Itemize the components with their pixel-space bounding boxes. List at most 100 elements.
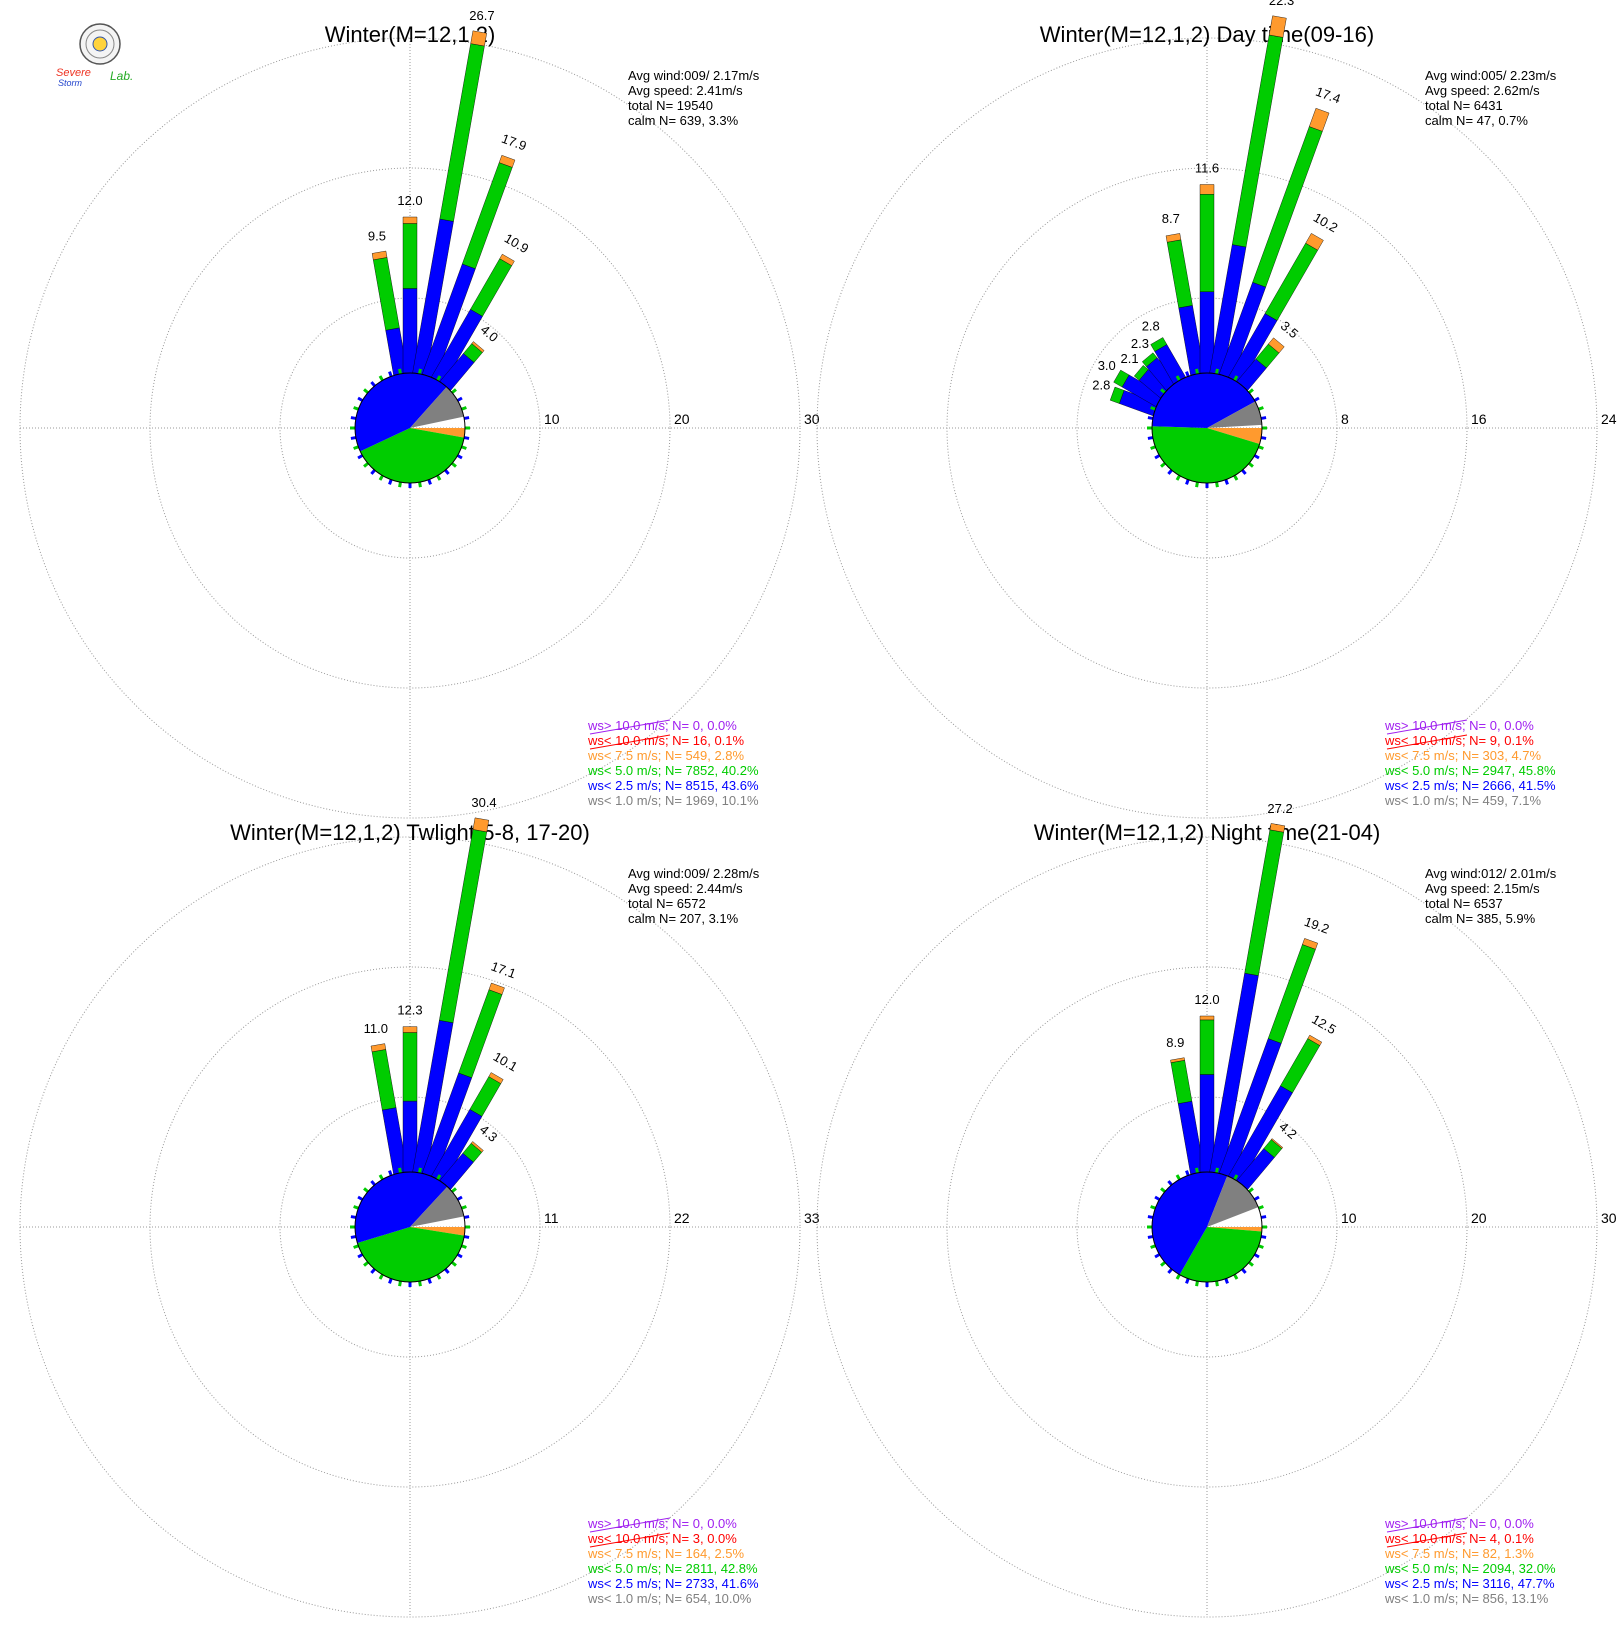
pie-slice-gray (1207, 1175, 1259, 1227)
spoke-segment-orange (402, 1026, 418, 1033)
legend-strike (1386, 734, 1468, 750)
edge-tick (1215, 1167, 1219, 1174)
edge-tick (444, 1268, 450, 1274)
edge-tick (1150, 1205, 1156, 1210)
legend-entry: ws< 10.0 m/s; N= 3, 0.0% (587, 1531, 737, 1546)
edge-tick (436, 1273, 442, 1280)
chart-title: Winter(M=12,1,2) Day time(09-16) (1040, 22, 1374, 47)
spoke-bar: 26.7 (412, 8, 495, 376)
spoke-bar: 12.0 (397, 193, 423, 374)
spoke-total-label: 8.7 (1162, 211, 1180, 226)
pie-outline (354, 1171, 466, 1283)
edge-tick (363, 1187, 369, 1193)
edge-tick (388, 1278, 393, 1284)
edge-tick (1175, 375, 1181, 382)
edge-tick (461, 1205, 467, 1210)
spoke-segment-green (1280, 1038, 1321, 1094)
edge-tick (1260, 416, 1267, 420)
spoke-segment-orange (402, 216, 418, 224)
spoke-segment-orange (370, 1043, 387, 1053)
stats-total: total N= 6572 (628, 896, 706, 911)
edge-tick (398, 481, 402, 488)
edge-tick (451, 388, 457, 394)
spoke-segment-orange (488, 982, 505, 995)
chart-title: Winter(M=12,1,2) Twlight(5-8, 17-20) (230, 820, 590, 845)
edge-tick (398, 1167, 402, 1174)
edge-tick (444, 1180, 450, 1186)
spoke-total-label: 4.2 (1276, 1119, 1299, 1142)
center-pie (1151, 1171, 1263, 1283)
spoke-segment-green (461, 162, 513, 270)
windrose-panel-1: 10 20 30 Winter(M=12,1,2) Avg wind:009/ 2.17… (19, 8, 820, 819)
edge-tick (1233, 1174, 1239, 1181)
edge-tick (1260, 1235, 1267, 1239)
spoke-bar: 30.4 (412, 795, 497, 1175)
spoke-segment-orange (470, 1141, 484, 1153)
legend-strike (589, 1517, 671, 1533)
spoke-total-label: 17.1 (489, 959, 518, 982)
legend-strike (1386, 1532, 1468, 1548)
legend-entry: ws< 10.0 m/s; N= 4, 0.1% (1384, 1531, 1534, 1546)
edge-tick (1160, 462, 1166, 468)
edge-tick (1258, 445, 1264, 450)
spoke-segment-orange (472, 817, 490, 833)
spoke-bar: 27.2 (1209, 801, 1293, 1175)
pie-outline (1151, 1171, 1263, 1283)
legend-entry: ws< 10.0 m/s; N= 16, 0.1% (587, 733, 745, 748)
spoke-segment-green (1267, 944, 1316, 1044)
edge-tick (463, 1235, 470, 1239)
edge-tick (1185, 1278, 1190, 1284)
ring-label: 30 (804, 411, 820, 427)
edge-tick (363, 388, 369, 394)
edge-tick (451, 1261, 457, 1267)
spoke-segment-orange (471, 341, 485, 353)
spoke-segment-orange (470, 30, 487, 47)
legend-strike (1386, 1517, 1468, 1533)
edge-tick (370, 469, 376, 475)
spoke-bar: 12.3 (397, 1003, 423, 1173)
spoke-total-label: 17.4 (1314, 84, 1343, 107)
edge-tick (436, 1174, 442, 1181)
edge-tick (1260, 1215, 1267, 1219)
pie-slice-blue (354, 1172, 448, 1244)
edge-tick (1147, 436, 1154, 440)
legend-strike (1386, 719, 1468, 735)
edge-tick (1253, 1253, 1260, 1259)
legend-entry: ws< 5.0 m/s; N= 7852, 40.2% (587, 763, 759, 778)
spoke-segment-orange (1165, 233, 1182, 243)
edge-tick (1160, 388, 1166, 394)
legend-entry: ws> 10.0 m/s; N= 0, 0.0% (587, 718, 737, 733)
edge-tick (427, 1170, 432, 1176)
edge-tick (456, 1195, 463, 1201)
pie-slice-gray (410, 1186, 464, 1227)
legend-entry: ws> 10.0 m/s; N= 0, 0.0% (1384, 718, 1534, 733)
edge-tick (1241, 1268, 1247, 1274)
stats-total: total N= 6537 (1425, 896, 1503, 911)
spoke-bar: 12.0 (1194, 992, 1220, 1173)
logo-text-lab: Lab. (110, 69, 133, 83)
spoke-segment-green (1113, 369, 1130, 388)
edge-tick (363, 462, 369, 468)
edge-tick (353, 406, 359, 411)
ring-label: 20 (1471, 1210, 1487, 1226)
edge-tick (378, 474, 384, 481)
spoke-bar: 11.0 (364, 1021, 408, 1175)
edge-tick (378, 375, 384, 382)
legend-entry: ws< 1.0 m/s; N= 856, 13.1% (1384, 1591, 1549, 1606)
spoke-total-label: 27.2 (1267, 801, 1292, 816)
stats-total: total N= 19540 (628, 98, 713, 113)
pie-slice-blue (1152, 1172, 1228, 1275)
stats-avg-speed: Avg speed: 2.41m/s (628, 83, 743, 98)
spoke-segment-green (1244, 829, 1284, 976)
edge-tick (388, 371, 393, 377)
edge-tick (353, 1205, 359, 1210)
spoke-total-label: 4.0 (478, 322, 501, 345)
edge-tick (427, 479, 432, 485)
edge-tick (1195, 481, 1199, 488)
edge-tick (1253, 454, 1260, 460)
legend-entry: ws< 2.5 m/s; N= 3116, 47.7% (1384, 1576, 1555, 1591)
edge-tick (353, 445, 359, 450)
spoke-segment-orange (498, 154, 516, 168)
edge-tick (1248, 388, 1254, 394)
